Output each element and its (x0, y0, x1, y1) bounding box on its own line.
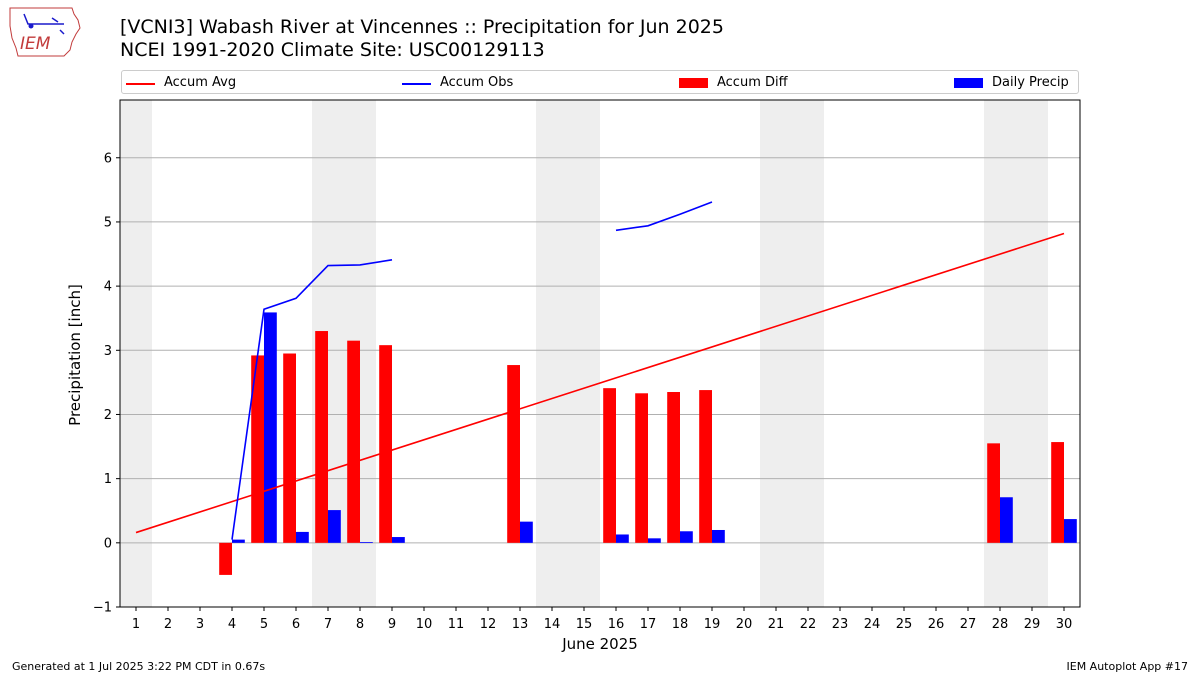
y-tick-label: 1 (104, 472, 112, 487)
logo-text: IEM (20, 34, 51, 54)
x-tick-label: 1 (132, 617, 140, 632)
y-tick-label: 5 (104, 215, 112, 230)
x-tick-label: 30 (1056, 617, 1073, 632)
river-icon (23, 13, 65, 35)
daily-precip-bar (392, 537, 405, 543)
weekend-shading (120, 100, 1048, 607)
daily-precip-bar (360, 542, 373, 543)
x-tick-label: 21 (768, 617, 785, 632)
accum-diff-bar (219, 542, 232, 575)
daily-precip-bar (328, 510, 341, 543)
accum-obs-line (615, 201, 713, 232)
accum-diff-bar (667, 392, 680, 543)
accum-diff-bar (699, 390, 712, 543)
daily-precip-bar (616, 534, 629, 543)
x-tick-label: 25 (896, 617, 913, 632)
daily-precip-bar (520, 521, 533, 543)
x-tick-label: 14 (544, 617, 561, 632)
x-tick-label: 19 (704, 617, 721, 632)
x-tick-label: 12 (480, 617, 497, 632)
x-tick-label: 13 (512, 617, 529, 632)
daily-precip-bar (296, 531, 309, 543)
x-tick-label: 20 (736, 617, 753, 632)
daily-precip-bar (232, 539, 245, 543)
accum-diff-bar (251, 355, 264, 543)
accum-diff-bar (347, 340, 360, 543)
x-tick-label: 9 (388, 617, 396, 632)
daily-precip-bar (264, 312, 277, 543)
legend-swatch-accum-obs (402, 83, 431, 85)
y-tick-label: 0 (104, 536, 112, 551)
weekend-band (760, 100, 824, 607)
x-tick-label: 22 (800, 617, 817, 632)
y-tick-label: −1 (93, 601, 112, 616)
daily-precip-bar (712, 529, 725, 543)
accum-diff-bar (507, 365, 520, 543)
accum-diff-bar (635, 393, 648, 543)
weekend-band (120, 100, 152, 607)
x-tick-label: 6 (292, 617, 300, 632)
x-tick-label: 26 (928, 617, 945, 632)
bar-series (219, 312, 1077, 575)
plot-frame (119, 99, 1081, 608)
x-tick-label: 8 (356, 617, 364, 632)
x-tick-label: 5 (260, 617, 268, 632)
y-axis-ticks: −1 0 1 2 3 4 5 6 (93, 151, 120, 616)
daily-precip-bar (1064, 519, 1077, 543)
iem-logo: IEM (9, 7, 81, 57)
accum-obs-line (231, 259, 393, 540)
legend-label-accum-obs: Accum Obs (440, 75, 514, 90)
x-tick-label: 24 (864, 617, 881, 632)
x-tick-label: 16 (608, 617, 625, 632)
chart-title: [VCNI3] Wabash River at Vincennes :: Pre… (120, 16, 724, 38)
x-tick-label: 18 (672, 617, 689, 632)
y-tick-label: 2 (104, 408, 112, 423)
x-tick-label: 2 (164, 617, 172, 632)
x-tick-label: 15 (576, 617, 593, 632)
legend-swatch-accum-diff (679, 78, 708, 88)
line-series (135, 201, 1065, 540)
footer-app-text: IEM Autoplot App #17 (1066, 660, 1189, 673)
x-tick-label: 3 (196, 617, 204, 632)
chart-legend: Accum Avg Accum Obs Accum Diff Daily Pre… (121, 70, 1079, 94)
x-tick-label: 29 (1024, 617, 1041, 632)
legend-label-daily-precip: Daily Precip (992, 75, 1069, 90)
x-axis-ticks: 1 2 3 4 5 6 7 8 9 10 11 12 13 14 15 16 17 18 19 20 21 22 23 24 2… (132, 607, 1072, 632)
daily-precip-bar (680, 531, 693, 543)
y-tick-label: 4 (104, 280, 112, 295)
weekend-band (536, 100, 600, 607)
x-tick-label: 17 (640, 617, 657, 632)
legend-label-accum-diff: Accum Diff (717, 75, 788, 90)
x-axis-label: June 2025 (561, 635, 638, 653)
accum-diff-bar (987, 443, 1000, 543)
x-tick-label: 11 (448, 617, 465, 632)
x-tick-label: 27 (960, 617, 977, 632)
legend-label-accum-avg: Accum Avg (164, 75, 237, 90)
y-tick-label: 3 (104, 344, 112, 359)
accum-diff-bar (283, 353, 296, 543)
legend-swatch-accum-avg (126, 83, 155, 85)
x-tick-label: 7 (324, 617, 332, 632)
accum-avg-line (135, 232, 1065, 534)
accum-diff-bar (315, 331, 328, 543)
station-dot-icon (28, 23, 34, 29)
accum-diff-bar (603, 388, 616, 543)
x-tick-label: 10 (416, 617, 433, 632)
x-tick-label: 28 (992, 617, 1009, 632)
x-tick-label: 23 (832, 617, 849, 632)
x-tick-label: 4 (228, 617, 236, 632)
legend-swatch-daily-precip (954, 78, 983, 88)
daily-precip-bar (1000, 497, 1013, 543)
chart-subtitle: NCEI 1991-2020 Climate Site: USC00129113 (120, 39, 545, 61)
y-tick-label: 6 (104, 151, 112, 166)
daily-precip-bar (648, 538, 661, 543)
accum-diff-bar (1051, 442, 1064, 543)
accum-diff-bar (379, 345, 392, 543)
footer-generated-text: Generated at 1 Jul 2025 3:22 PM CDT in 0… (12, 660, 266, 673)
y-axis-label: Precipitation [inch] (66, 284, 84, 426)
iowa-outline (9, 7, 81, 57)
